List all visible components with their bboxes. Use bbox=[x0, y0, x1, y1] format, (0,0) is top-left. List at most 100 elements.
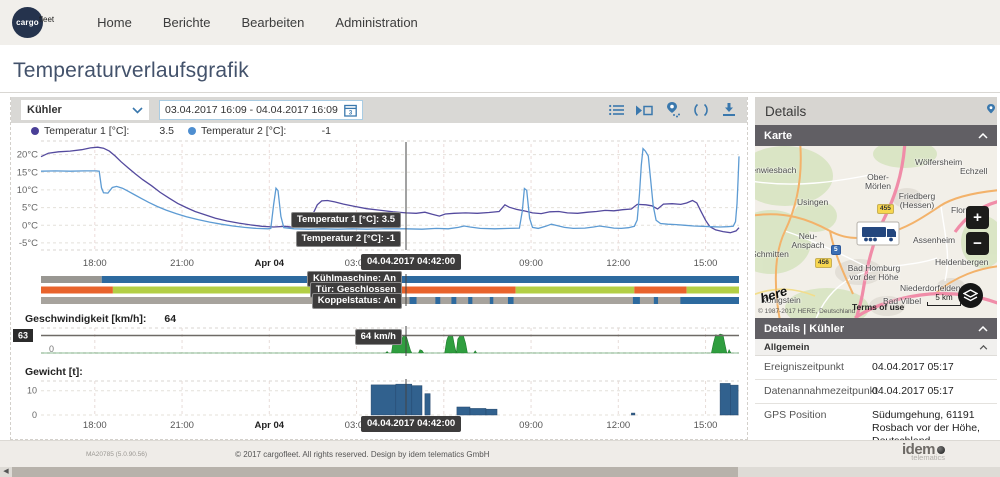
logo-dot bbox=[937, 446, 945, 454]
map-town-label: Bad Vilbel bbox=[883, 296, 922, 306]
svg-text:0: 0 bbox=[32, 410, 37, 420]
temperature-chart[interactable]: 20°C 15°C 10°C 5°C 0°C -5°C 18:00 21:00 Apr 04 03… bbox=[11, 138, 747, 274]
nav-item-home[interactable]: Home bbox=[97, 15, 132, 30]
svg-text:63: 63 bbox=[18, 331, 28, 341]
cursor-tooltip-time: 04.04.2017 04:42:00 bbox=[360, 254, 462, 270]
speed-threshold-label-box bbox=[13, 329, 33, 342]
nav-item-bearbeiten[interactable]: Bearbeiten bbox=[241, 15, 305, 30]
map-zoom-in-button[interactable]: + bbox=[966, 206, 989, 229]
navbar: cargo fleet Home Berichte Bearbeiten Admini… bbox=[0, 0, 1000, 45]
version-label: MA20785 (5.0.90.56) bbox=[86, 450, 148, 458]
details-kuehler-title: Details | Kühler bbox=[764, 322, 845, 335]
map-section-header[interactable]: Karte bbox=[755, 125, 997, 146]
details-panel-title: Details bbox=[765, 103, 807, 119]
map-town-label: Bad Homburg vor der Höhe bbox=[847, 263, 901, 282]
svg-text:5°C: 5°C bbox=[22, 203, 38, 214]
route-pin-icon[interactable] bbox=[664, 102, 681, 118]
svg-text:12:00: 12:00 bbox=[606, 258, 630, 269]
svg-text:0°C: 0°C bbox=[22, 220, 38, 231]
svg-text:21:00: 21:00 bbox=[170, 420, 194, 431]
svg-text:09:00: 09:00 bbox=[519, 258, 543, 269]
speed-cursor-tooltip: 64 km/h bbox=[354, 328, 402, 345]
refresh-icon[interactable] bbox=[692, 103, 709, 118]
road-shield: 5 bbox=[831, 245, 841, 255]
chart-panel: Kühler 03.04.2017 16:09 - 04.04.2017 16:… bbox=[10, 97, 748, 440]
title-block: Temperaturverlaufsgrafik bbox=[0, 45, 1000, 93]
chart-legend: Temperatur 1 [°C]: 3.5 Temperatur 2 [°C]: -… bbox=[11, 123, 747, 138]
calendar-icon[interactable]: 3 bbox=[344, 104, 357, 117]
map-town-label: Usingen bbox=[797, 197, 829, 207]
svg-text:18:00: 18:00 bbox=[83, 258, 107, 269]
toolbar-actions bbox=[608, 102, 737, 118]
chevron-up-icon bbox=[978, 325, 988, 332]
date-range-input[interactable]: 03.04.2017 16:09 - 04.04.2017 16:09 3 bbox=[159, 100, 363, 120]
svg-text:15:00: 15:00 bbox=[694, 258, 718, 269]
details-row-value: Südumgehung, 61191 Rosbach vor der Höhe,… bbox=[872, 409, 980, 440]
playback-icon[interactable] bbox=[636, 103, 653, 118]
map-attribution: © 1987-2017 HERE, Deutschland bbox=[758, 308, 856, 315]
road-shield: 455 bbox=[877, 204, 894, 214]
scrollbar-thumb[interactable] bbox=[12, 467, 738, 477]
details-table: Ereigniszeitpunkt 04.04.2017 05:17 Datenan… bbox=[755, 356, 997, 440]
speed-chart[interactable]: 63 0 64 km/h bbox=[11, 326, 747, 356]
nav-item-administration[interactable]: Administration bbox=[335, 15, 418, 30]
weight-chart-label-row: Gewicht [t]: bbox=[11, 365, 747, 379]
svg-text:10°C: 10°C bbox=[17, 185, 38, 196]
list-icon[interactable] bbox=[608, 103, 625, 118]
svg-text:21:00: 21:00 bbox=[170, 258, 194, 269]
footer: MA20785 (5.0.90.56) © 2017 cargofleet. A… bbox=[0, 440, 1000, 467]
chevron-up-icon bbox=[978, 132, 988, 139]
logo-fleet-text: fleet bbox=[39, 15, 55, 24]
details-row: GPS Position Südumgehung, 61191 Rosbach v… bbox=[755, 404, 997, 440]
speed-chart-label-row: Geschwindigkeit [km/h]: 64 bbox=[11, 312, 747, 326]
idem-telematics-logo: idem telematics bbox=[901, 441, 945, 462]
main-menu: Home Berichte Bearbeiten Administration bbox=[97, 15, 418, 30]
logo-circle: cargo bbox=[12, 7, 43, 38]
map-terms-link[interactable]: Terms of use bbox=[852, 302, 905, 312]
horizontal-scrollbar[interactable]: ◀ bbox=[0, 467, 1000, 477]
chart-toolbar: Kühler 03.04.2017 16:09 - 04.04.2017 16:… bbox=[11, 97, 747, 123]
details-kuehler-header[interactable]: Details | Kühler bbox=[755, 318, 997, 339]
speed-current-value: 64 bbox=[164, 313, 177, 325]
map-zoom-out-button[interactable]: − bbox=[966, 232, 989, 255]
status-tooltip-3: Koppelstatus: An bbox=[311, 293, 402, 309]
svg-text:Apr 04: Apr 04 bbox=[255, 420, 285, 431]
allgemein-section-header[interactable]: Allgemein bbox=[755, 339, 997, 356]
map-town-label: Niederdorfelden bbox=[900, 283, 961, 293]
map-town-label: Friedberg (Hessen) bbox=[898, 191, 936, 210]
vehicle-select-value: Kühler bbox=[27, 104, 62, 116]
download-icon[interactable] bbox=[720, 103, 737, 118]
svg-text:03:00: 03:00 bbox=[345, 258, 369, 269]
details-sidebar: Details Karte bbox=[755, 97, 997, 440]
date-range-value: 03.04.2017 16:09 - 04.04.2017 16:09 bbox=[165, 104, 338, 116]
details-row-label: Datenannahmezeitpunkt bbox=[764, 385, 878, 397]
vehicle-marker bbox=[856, 221, 900, 246]
page-title: Temperaturverlaufsgrafik bbox=[13, 59, 249, 82]
chevron-down-icon bbox=[132, 106, 143, 114]
svg-text:03:00: 03:00 bbox=[345, 420, 369, 431]
map-layers-button[interactable] bbox=[958, 283, 983, 308]
map-town-label: Heldenbergen bbox=[935, 257, 989, 267]
legend-value: -1 bbox=[321, 124, 331, 137]
vehicle-select[interactable]: Kühler bbox=[21, 100, 149, 120]
details-row-value: 04.04.2017 05:17 bbox=[872, 385, 954, 397]
status-bars-chart[interactable]: Kühlmaschine: An Tür: Geschlossen Koppelst… bbox=[11, 271, 747, 309]
map-canvas bbox=[755, 146, 997, 318]
details-row-value: 04.04.2017 05:17 bbox=[872, 361, 954, 373]
scroll-left-arrow[interactable]: ◀ bbox=[3, 468, 9, 475]
nav-item-berichte[interactable]: Berichte bbox=[162, 15, 211, 30]
svg-text:09:00: 09:00 bbox=[519, 420, 543, 431]
copyright-label: © 2017 cargofleet. All rights reserved. … bbox=[235, 449, 490, 459]
pin-panel-icon[interactable] bbox=[986, 104, 996, 120]
cursor-tooltip-temp1: Temperatur 1 [°C]: 3.5 bbox=[290, 212, 401, 228]
cargofleet-logo[interactable]: cargo fleet bbox=[12, 7, 54, 38]
cursor-tooltip-temp2: Temperatur 2 [°C]: -1 bbox=[295, 231, 401, 247]
weight-cursor-tooltip-time: 04.04.2017 04:42:00 bbox=[360, 416, 462, 432]
svg-text:3: 3 bbox=[349, 110, 353, 116]
details-row: Ereigniszeitpunkt 04.04.2017 05:17 bbox=[755, 356, 997, 380]
details-row: Datenannahmezeitpunkt 04.04.2017 05:17 bbox=[755, 380, 997, 404]
